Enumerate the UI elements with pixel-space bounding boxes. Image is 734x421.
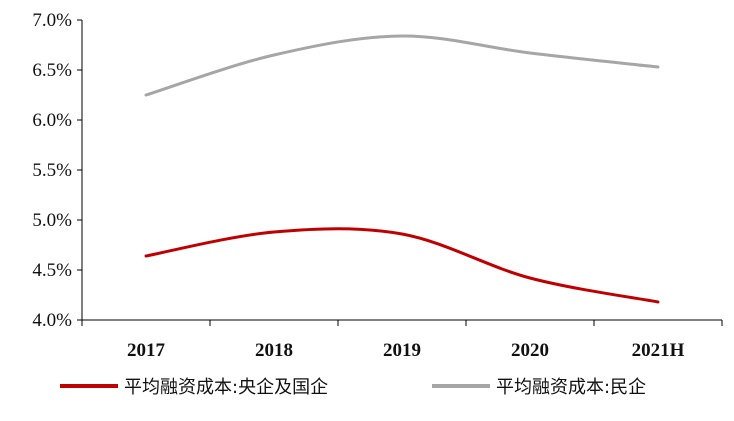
x-tick-label: 2018 bbox=[255, 340, 293, 361]
x-tick-label: 2019 bbox=[383, 340, 421, 361]
y-tick-label: 4.0% bbox=[32, 310, 72, 331]
y-tick-label: 6.0% bbox=[32, 110, 72, 131]
y-tick-label: 7.0% bbox=[32, 10, 72, 31]
y-tick-label: 5.0% bbox=[32, 210, 72, 231]
series-line-0 bbox=[144, 227, 660, 304]
x-tick-label: 2021H bbox=[632, 340, 685, 361]
y-tick-label: 4.5% bbox=[32, 260, 72, 281]
y-tick-label: 6.5% bbox=[32, 60, 72, 81]
legend: 平均融资成本:央企及国企 平均融资成本:民企 bbox=[60, 377, 646, 398]
y-tick-label: 5.5% bbox=[32, 160, 72, 181]
y-tick-group: 4.0% 4.5% 5.0% 5.5% 6.0% 6.5% 7.0% bbox=[32, 10, 82, 331]
series-line-1 bbox=[144, 34, 660, 97]
x-tick-label: 2017 bbox=[127, 340, 166, 361]
x-tick-label: 2020 bbox=[511, 340, 549, 361]
series-group bbox=[144, 34, 660, 304]
x-tick-group: 2017 2018 2019 2020 2021H bbox=[81, 320, 723, 361]
legend-label-1: 平均融资成本:民企 bbox=[496, 377, 646, 398]
legend-label-0: 平均融资成本:央企及国企 bbox=[124, 377, 328, 398]
